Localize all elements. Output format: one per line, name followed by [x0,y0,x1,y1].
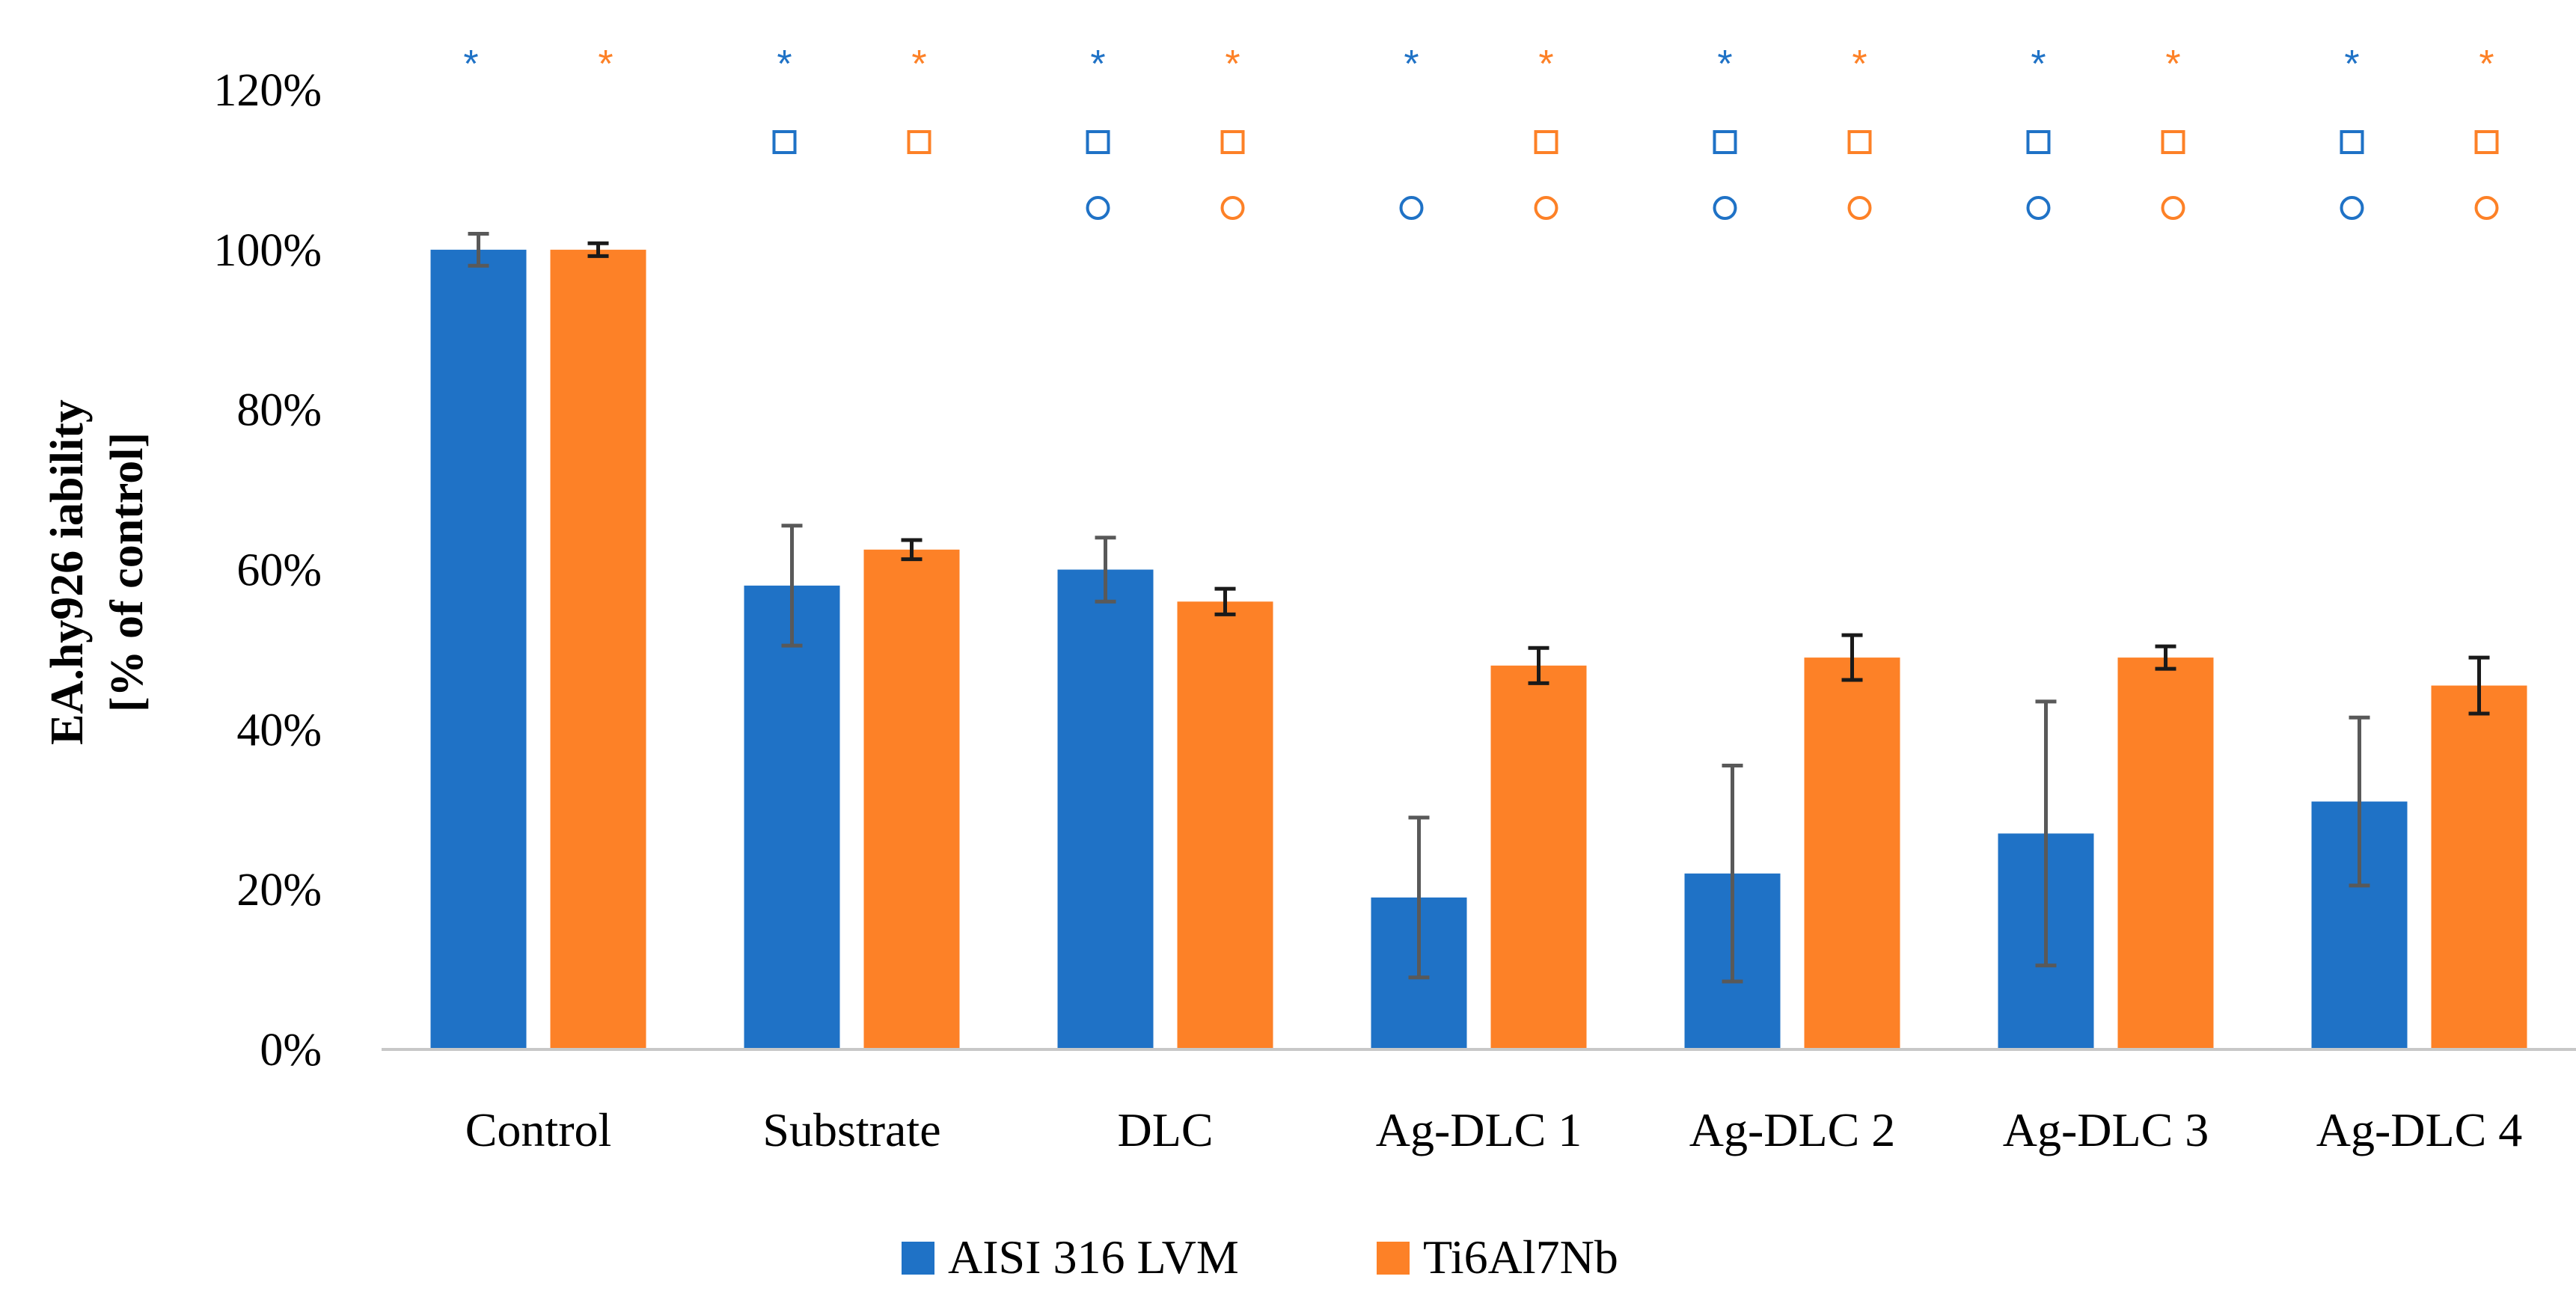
sig-star-marker: * [1225,43,1240,86]
y-axis-title-line1: EA.hy926 iability [42,399,93,745]
y-tick-label: 20% [236,865,322,916]
error-bar-ti6al7nb-5 [2155,644,2176,671]
sig-circle-marker [2161,196,2185,220]
bar-ti6al7nb-2 [1177,601,1273,1049]
bar-ti6al7nb-6 [2431,685,2527,1049]
y-tick-label: 80% [236,385,322,436]
bar-ti6al7nb-4 [1804,657,1900,1049]
legend: AISI 316 LVM Ti6Al7Nb [902,1230,1618,1284]
significance-markers: * * * * * * * * * * * * * * [463,43,2499,220]
error-bar-aisi-4 [1722,763,1743,984]
sig-square-marker [1086,130,1110,154]
bar-ti6al7nb-1 [863,549,960,1049]
x-category-label: DLC [1118,1103,1214,1156]
x-category-label: Control [465,1103,612,1156]
y-tick-label: 40% [236,705,322,755]
sig-square-marker [1220,130,1245,154]
sig-square-marker [1713,130,1737,154]
legend-label-ti6al7nb: Ti6Al7Nb [1423,1230,1618,1284]
error-bar-aisi-5 [2035,699,2057,968]
y-axis-title-line2: [% of control] [102,432,153,712]
sig-square-marker [907,130,931,154]
error-bar-aisi-2 [1095,536,1116,604]
x-axis-category-labels: Control Substrate DLC Ag-DLC 1 Ag-DLC 2 Ag-DL… [465,1103,2523,1156]
x-category-label: Ag-DLC 2 [1689,1103,1896,1156]
error-bar-aisi-1 [781,524,803,648]
sig-circle-marker [1399,196,1424,220]
y-tick-label: 120% [213,65,322,116]
sig-circle-marker [1220,196,1245,220]
sig-star-marker: * [1538,43,1553,86]
sig-circle-marker [1713,196,1737,220]
error-bar-aisi-3 [1408,815,1430,980]
bar-ti6al7nb-5 [2117,657,2214,1049]
legend-label-aisi: AISI 316 LVM [948,1230,1239,1284]
sig-square-marker [2161,130,2185,154]
sig-square-marker [2474,130,2499,154]
bar-aisi-0 [430,249,527,1049]
error-bar-ti6al7nb-1 [901,538,923,562]
bar-aisi-2 [1057,569,1154,1049]
sig-star-marker: * [2165,43,2180,86]
error-bar-ti6al7nb-6 [2468,655,2490,716]
y-axis-title: EA.hy926 iability [% of control] [42,399,153,745]
sig-star-marker: * [2344,43,2359,86]
sig-square-marker [1534,130,1558,154]
y-axis-ticks: 0% 20% 40% 60% 80% 100% 120% [213,65,322,1076]
sig-star-marker: * [1852,43,1867,86]
sig-circle-marker [2026,196,2051,220]
x-category-label: Ag-DLC 4 [2316,1103,2523,1156]
error-bars [468,231,2490,984]
sig-circle-marker [1534,196,1558,220]
sig-star-marker: * [463,43,478,86]
error-bar-aisi-6 [2349,715,2370,888]
x-category-label: Ag-DLC 1 [1376,1103,1582,1156]
sig-star-marker: * [911,43,926,86]
bar-ti6al7nb-0 [550,249,646,1049]
sig-star-marker: * [1717,43,1732,86]
bar-aisi-1 [744,585,840,1049]
sig-star-marker: * [777,43,792,86]
error-bar-ti6al7nb-4 [1841,633,1863,682]
sig-star-marker: * [1090,43,1105,86]
sig-star-marker: * [598,43,613,86]
y-tick-label: 60% [236,545,322,596]
sig-circle-marker [2340,196,2364,220]
x-category-label: Substrate [762,1103,940,1156]
y-tick-label: 0% [260,1025,322,1076]
error-bar-aisi-0 [468,231,489,268]
error-bar-ti6al7nb-3 [1528,646,1549,685]
sig-square-marker [2340,130,2364,154]
legend-swatch-aisi [902,1242,934,1275]
error-bar-ti6al7nb-2 [1214,586,1236,616]
y-tick-label: 100% [213,225,322,276]
sig-circle-marker [2474,196,2499,220]
sig-circle-marker [1847,196,1872,220]
sig-star-marker: * [1404,43,1419,86]
x-category-label: Ag-DLC 3 [2003,1103,2209,1156]
bars [430,249,2527,1049]
sig-square-marker [772,130,797,154]
sig-square-marker [2026,130,2051,154]
bar-ti6al7nb-3 [1490,665,1587,1049]
sig-star-marker: * [2031,43,2046,86]
sig-square-marker [1847,130,1872,154]
sig-circle-marker [1086,196,1110,220]
error-bar-ti6al7nb-0 [587,241,609,258]
legend-swatch-ti6al7nb [1377,1242,1410,1275]
sig-star-marker: * [2479,43,2494,86]
